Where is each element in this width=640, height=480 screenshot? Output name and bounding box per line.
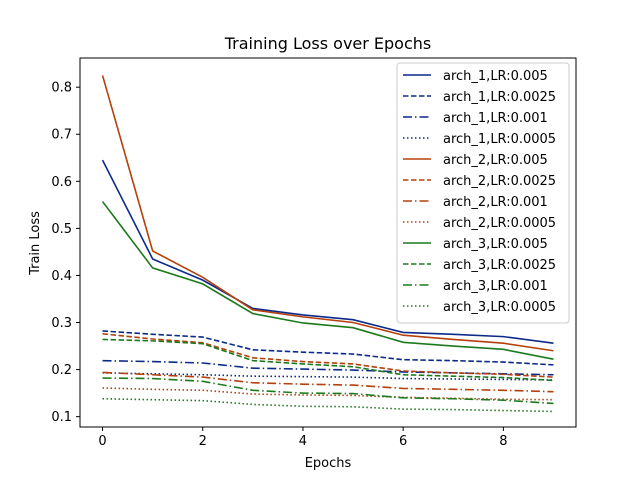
- y-axis: 0.1 0.2 0.3 0.4 0.5 0.6 0.7 0.8: [51, 81, 80, 425]
- legend-entry-label: arch_1,LR:0.001: [443, 111, 548, 126]
- chart-title: Training Loss over Epochs: [224, 34, 432, 53]
- series-line-arch-1-lr-0-0025: [102, 330, 554, 366]
- legend-entry-label: arch_1,LR:0.005: [443, 69, 548, 84]
- plot-frame: [79, 57, 577, 428]
- legend-entry-label: arch_3,LR:0.0005: [443, 300, 556, 315]
- x-tick-label: 0: [98, 434, 106, 449]
- legend-entry-label: arch_1,LR:0.0005: [443, 132, 556, 147]
- legend-box: [396, 62, 570, 324]
- x-tick-label: 2: [199, 434, 207, 449]
- legend-entry-label: arch_2,LR:0.0005: [443, 216, 556, 231]
- series-line-arch-2-lr-0-001: [102, 371, 554, 393]
- y-tick-label: 0.7: [51, 128, 72, 143]
- legend-entry-label: arch_2,LR:0.005: [443, 153, 548, 168]
- series-line-arch-1-lr-0-005: [101, 159, 554, 345]
- series-line-arch-3-lr-0-005: [101, 201, 554, 361]
- x-axis: 0 2 4 6 8: [98, 427, 507, 449]
- y-tick-label: 0.4: [51, 269, 72, 284]
- legend-entry-label: arch_3,LR:0.0025: [443, 258, 556, 273]
- legend: arch_1,LR:0.005 arch_1,LR:0.0025 arch_1,LR…: [396, 62, 570, 324]
- y-tick-label: 0.5: [51, 222, 72, 237]
- plot-area: [79, 57, 577, 428]
- y-tick-label: 0.1: [51, 410, 72, 425]
- y-tick-label: 0.6: [51, 175, 72, 190]
- legend-entry-label: arch_2,LR:0.0025: [443, 174, 556, 189]
- series-line-arch-3-lr-0-0025: [102, 338, 554, 382]
- legend-entry-label: arch_3,LR:0.001: [443, 279, 548, 294]
- x-tick-label: 8: [499, 434, 507, 449]
- legend-entry-label: arch_1,LR:0.0025: [443, 90, 556, 105]
- legend-entry-label: arch_2,LR:0.001: [443, 195, 548, 210]
- series-line-arch-3-lr-0-0005: [102, 397, 554, 413]
- y-tick-label: 0.2: [51, 363, 72, 378]
- x-tick-label: 4: [299, 434, 307, 449]
- series-line-arch-2-lr-0-005: [101, 75, 554, 352]
- y-tick-label: 0.8: [51, 81, 72, 96]
- x-axis-label: Epochs: [305, 456, 352, 471]
- series-line-arch-2-lr-0-0025: [102, 333, 554, 378]
- y-axis-label: Train Loss: [28, 211, 43, 276]
- series-line-arch-1-lr-0-0005: [102, 372, 554, 381]
- x-tick-label: 6: [399, 434, 407, 449]
- legend-entry-label: arch_3,LR:0.005: [443, 237, 548, 252]
- y-tick-label: 0.3: [51, 316, 72, 331]
